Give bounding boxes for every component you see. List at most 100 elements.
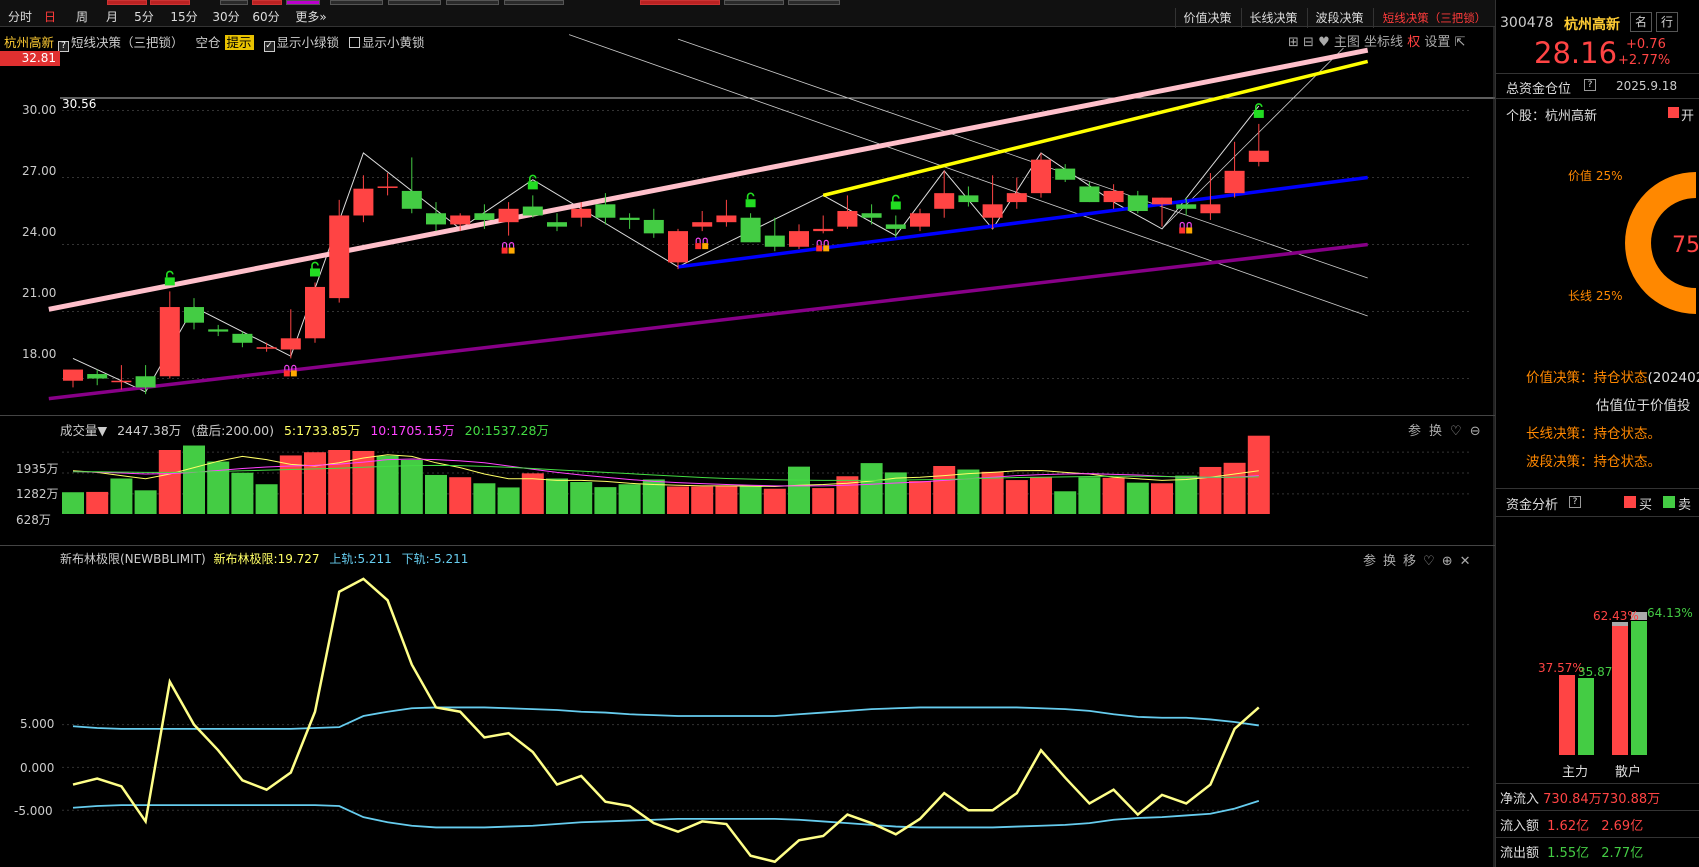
switch-button[interactable]: 换 — [1429, 424, 1451, 439]
settings-button[interactable]: 设置 — [1424, 35, 1451, 50]
candle-body — [305, 286, 325, 339]
toolbar-stub[interactable] — [150, 0, 190, 5]
candle-body — [861, 213, 882, 218]
volume-bar — [691, 486, 714, 514]
toolbar-stub[interactable] — [788, 0, 840, 5]
crosshair-button[interactable]: 坐标线 — [1364, 35, 1404, 50]
toolbar-stub[interactable] — [446, 0, 499, 5]
zoom-out-icon[interactable]: ⊟ — [1303, 35, 1314, 50]
decision-label: 波段决策： — [1526, 454, 1594, 470]
candle-body — [401, 190, 422, 209]
chart-canvas[interactable] — [0, 0, 1495, 867]
toolbar-stub[interactable] — [504, 0, 564, 5]
volume-bar — [328, 450, 351, 514]
zoom-icon[interactable]: ⊕ — [1441, 554, 1460, 569]
tab-swing-decision[interactable]: 波段决策 — [1307, 8, 1371, 28]
panel-divider[interactable] — [0, 545, 1495, 546]
yellow-lock-checkbox[interactable] — [349, 37, 360, 48]
params-button[interactable]: 参 — [1408, 424, 1430, 439]
downtrend-line — [568, 34, 1368, 317]
volume-bar — [449, 477, 472, 514]
candle-body — [789, 231, 809, 247]
indicator-axis-label: 0.000 — [20, 761, 55, 775]
toolbar-stub[interactable] — [220, 0, 248, 5]
toolbar-stub[interactable] — [640, 0, 720, 5]
volume-bar — [1005, 480, 1028, 514]
move-button[interactable]: 移 — [1403, 554, 1424, 569]
green-lock-icon — [527, 174, 538, 190]
candle-body — [377, 186, 398, 188]
period-tab-timeshare[interactable]: 分时 — [7, 10, 32, 24]
favorite-icon[interactable]: ♡ — [1450, 424, 1470, 439]
panel-divider[interactable] — [0, 415, 1495, 416]
main-buy-bar — [1559, 675, 1575, 755]
flow-retail-value: 2.69亿 — [1601, 819, 1644, 834]
toolbar-stub[interactable] — [252, 0, 282, 5]
period-tab-day[interactable]: 日 — [43, 10, 56, 24]
divider — [1496, 810, 1699, 811]
lower-band-value: 下轨:-5.211 — [401, 552, 469, 566]
industry-button[interactable]: 行 — [1656, 12, 1678, 32]
toolbar-stub[interactable] — [286, 0, 320, 5]
red-lock-icon — [695, 237, 709, 250]
volume-bar — [594, 487, 617, 514]
volume-bar — [788, 466, 810, 514]
period-tab-month[interactable]: 月 — [105, 10, 118, 24]
indicator-help-icon[interactable]: ? — [58, 41, 69, 52]
zoom-in-icon[interactable]: ⊞ — [1288, 35, 1299, 50]
open-legend-swatch — [1668, 107, 1679, 118]
rights-button[interactable]: 权 — [1407, 35, 1421, 50]
tab-short-decision[interactable]: 短线决策（三把锁） — [1373, 8, 1495, 28]
tab-value-decision[interactable]: 价值决策 — [1175, 8, 1239, 28]
candle-body — [1200, 204, 1221, 214]
switch-button[interactable]: 换 — [1383, 554, 1404, 569]
green-lock-icon — [745, 192, 756, 208]
volume-bar — [1175, 475, 1198, 514]
favorite-icon[interactable]: ♡ — [1423, 554, 1442, 569]
help-icon[interactable]: ? — [1569, 496, 1581, 508]
period-tab-more[interactable]: 更多» — [295, 10, 327, 24]
flow-row-out: 流出额 1.55亿 2.77亿 — [1500, 842, 1643, 861]
hint-badge[interactable]: 提示 — [224, 35, 254, 50]
period-tab-30min[interactable]: 30分 — [212, 10, 240, 24]
period-tab-5min[interactable]: 5分 — [134, 10, 154, 24]
candle-body — [159, 307, 180, 377]
candle-body — [353, 188, 374, 216]
toolbar-stub[interactable] — [107, 0, 147, 5]
tab-long-decision[interactable]: 长线决策 — [1241, 8, 1305, 28]
toolbar-stub[interactable] — [330, 0, 383, 5]
period-tab-60min[interactable]: 60分 — [252, 10, 280, 24]
period-tab-15min[interactable]: 15分 — [170, 10, 198, 24]
volume-bar — [352, 450, 375, 514]
toolbar-stub[interactable] — [724, 0, 784, 5]
trendline — [677, 175, 1368, 269]
search-icon[interactable]: ⊖ — [1469, 424, 1489, 439]
name-button[interactable]: 名 — [1630, 12, 1652, 32]
divider — [1496, 73, 1699, 74]
green-lock-checkbox[interactable]: ✓ — [263, 41, 275, 52]
volume-bar — [497, 487, 520, 514]
volume-bar — [183, 445, 205, 514]
help-icon[interactable]: ? — [1584, 79, 1596, 91]
volume-bar — [304, 452, 326, 514]
period-tab-week[interactable]: 周 — [75, 10, 88, 24]
indicator-title[interactable]: 新布林极限(NEWBBLIMIT) — [60, 552, 206, 566]
volume-bar — [812, 488, 835, 514]
expand-icon[interactable]: ⇱ — [1454, 35, 1466, 50]
favorite-icon[interactable]: ♥ — [1318, 35, 1330, 50]
flow-label: 净流入 — [1500, 792, 1540, 807]
candle-body — [232, 333, 253, 343]
price-axis-label: 21.00 — [22, 286, 57, 300]
price-change-pct: +2.77% — [1618, 53, 1671, 68]
toolbar-stub[interactable] — [388, 0, 441, 5]
close-icon[interactable]: ✕ — [1459, 554, 1478, 569]
divider — [1496, 488, 1699, 489]
volume-name[interactable]: 成交量▼ — [60, 423, 108, 438]
red-lock-icon — [816, 239, 830, 252]
params-button[interactable]: 参 — [1363, 554, 1384, 569]
main-chart-button[interactable]: 主图 — [1333, 35, 1360, 50]
decision-value: 持仓状态。 — [1593, 454, 1662, 470]
green-lock-label: 显示小绿锁 — [276, 35, 340, 50]
decision-value: 持仓状态。 — [1593, 426, 1662, 442]
volume-bar — [546, 478, 568, 514]
